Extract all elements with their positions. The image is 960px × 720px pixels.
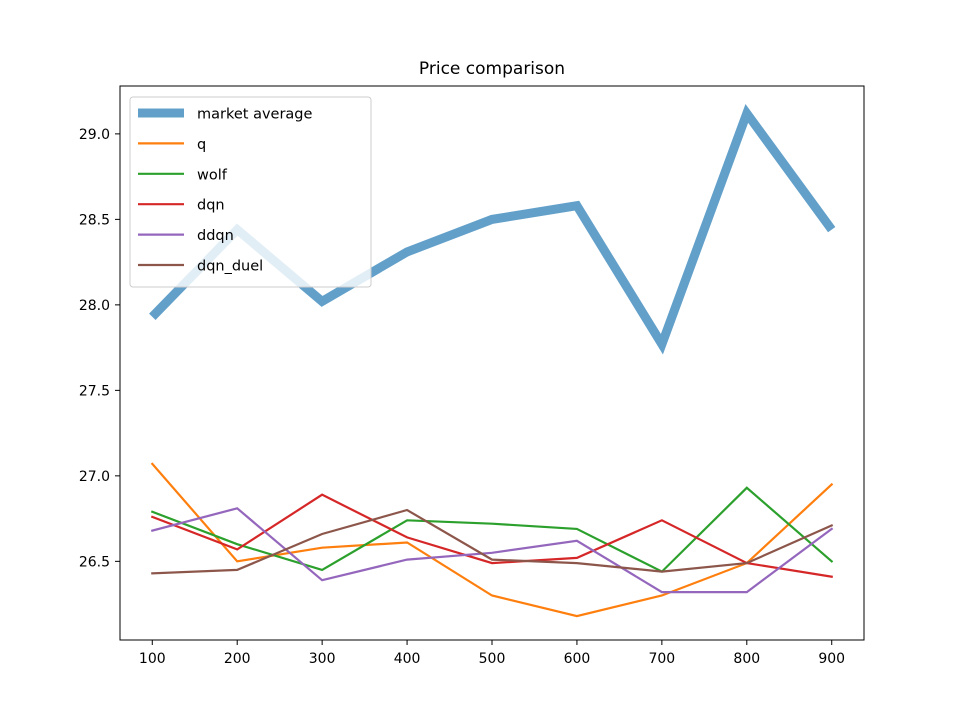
y-tick-label: 29.0 (79, 127, 110, 143)
legend-label: market average (197, 107, 313, 123)
x-tick-label: 600 (564, 651, 591, 667)
x-tick-label: 300 (309, 651, 336, 667)
x-tick-label: 400 (394, 651, 421, 667)
y-tick-label: 28.5 (79, 212, 110, 228)
legend: market average q wolf dqn ddqn dqn_duel (129, 96, 372, 288)
series-line-dqn-duel (151, 508, 834, 575)
legend-label: wolf (197, 167, 228, 183)
legend-label: dqn (197, 198, 225, 214)
x-tick-label: 100 (139, 651, 166, 667)
legend-box (129, 96, 372, 288)
y-tick-label: 26.5 (79, 554, 110, 570)
series-line-wolf (150, 486, 834, 573)
y-tick-label: 28.0 (79, 298, 110, 314)
y-axis: 26.5 27.0 27.5 28.0 28.5 29.0 (79, 127, 120, 570)
legend-label: dqn_duel (197, 259, 263, 275)
x-tick-label: 200 (224, 651, 251, 667)
x-tick-label: 800 (733, 651, 760, 667)
legend-label: ddqn (197, 228, 234, 244)
x-tick-label: 700 (648, 651, 675, 667)
x-tick-label: 900 (818, 651, 845, 667)
y-tick-label: 27.5 (79, 383, 110, 399)
x-tick-label: 500 (479, 651, 506, 667)
x-axis: 100 200 300 400 500 600 700 800 900 (139, 640, 845, 667)
legend-label: q (197, 137, 206, 153)
chart-title: Price comparison (419, 59, 565, 79)
series-line-q (150, 462, 834, 618)
y-tick-label: 27.0 (79, 469, 110, 485)
series-line-ddqn (150, 507, 834, 594)
